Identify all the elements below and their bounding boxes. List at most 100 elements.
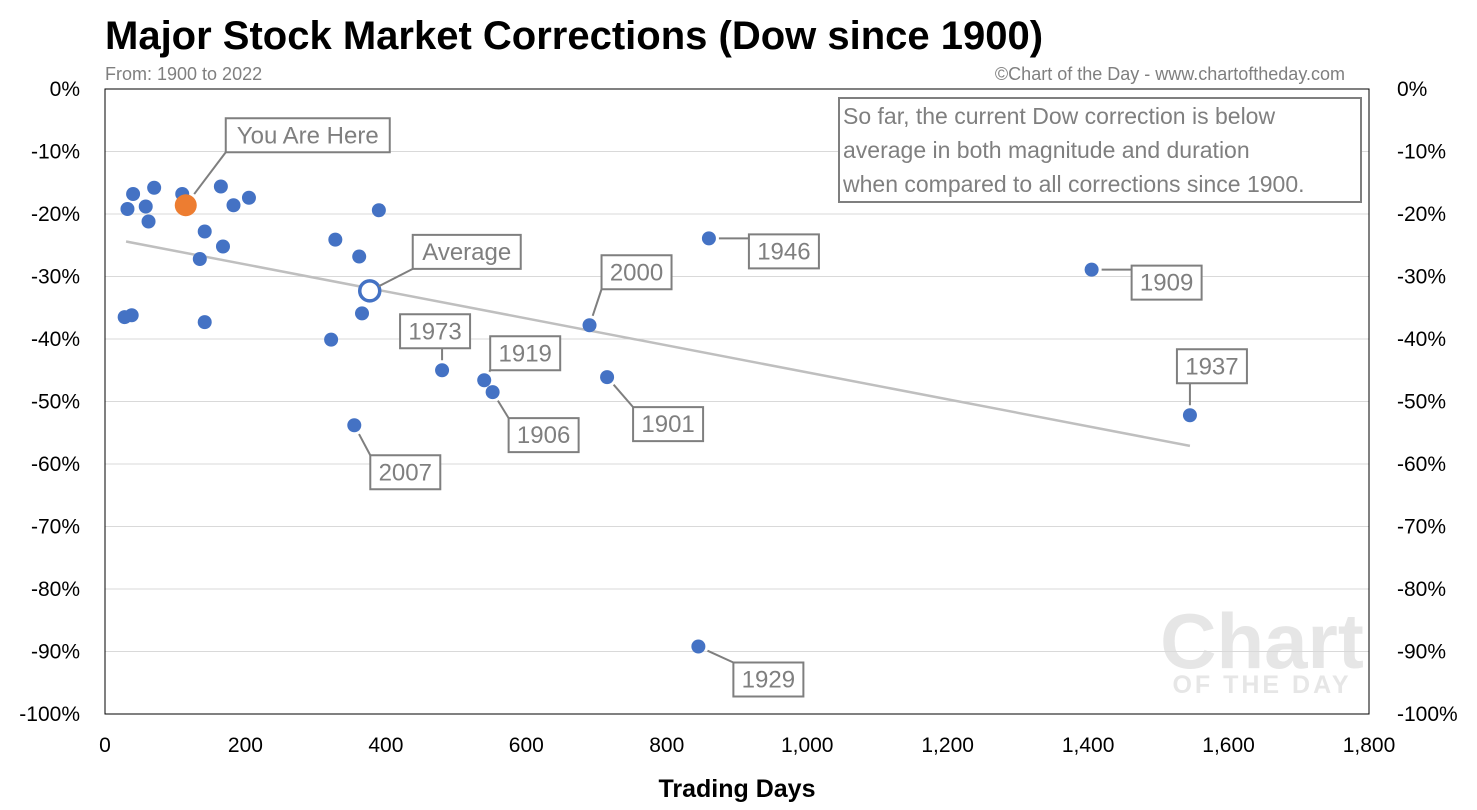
y-tick-label-left: -80%	[31, 578, 80, 601]
data-point	[328, 232, 343, 247]
data-point	[352, 249, 367, 264]
y-tick-label-left: -100%	[19, 703, 80, 726]
data-point	[124, 308, 139, 323]
callout-box	[732, 661, 805, 698]
chart-title: Major Stock Market Corrections (Dow sinc…	[105, 14, 1043, 58]
callout-box	[1175, 348, 1248, 385]
data-point	[197, 224, 212, 239]
callout-label: 2000	[610, 259, 663, 286]
x-tick-label: 1,000	[781, 734, 834, 757]
callout-box	[224, 117, 391, 154]
callout-box	[600, 254, 673, 291]
data-point	[120, 202, 135, 216]
callout-label: 1906	[517, 422, 570, 449]
callout-box	[489, 335, 562, 372]
callout-box	[411, 233, 522, 270]
callout-box	[399, 313, 472, 350]
x-tick-label: 600	[509, 734, 544, 757]
callout-box	[1130, 264, 1203, 301]
data-point	[347, 418, 362, 433]
callout-label: 1909	[1140, 270, 1193, 297]
y-tick-label-left: -30%	[31, 266, 80, 289]
data-point	[355, 306, 370, 321]
data-point	[1084, 262, 1099, 277]
x-axis-title: Trading Days	[659, 775, 816, 803]
x-tick-label: 1,800	[1343, 734, 1396, 757]
data-point	[691, 639, 706, 654]
x-tick-label: 800	[649, 734, 684, 757]
callout-label: Average	[422, 239, 511, 266]
callout-label: 1937	[1185, 353, 1238, 380]
callout-label: 1919	[499, 340, 552, 367]
trendline	[125, 240, 1191, 448]
average-marker	[357, 279, 382, 303]
annotation-box: So far, the current Dow correction is be…	[838, 97, 1362, 203]
callout-leader	[707, 649, 734, 664]
y-tick-label-left: -70%	[31, 516, 80, 539]
x-tick-label: 1,600	[1202, 734, 1255, 757]
callouts: 2007 1973 1919 1906 2000 1901 1929 1946 1909 1937…	[193, 117, 1248, 698]
x-tick-label: 400	[368, 734, 403, 757]
data-point	[701, 231, 716, 246]
y-tick-label-right: -60%	[1397, 453, 1446, 476]
data-point	[147, 180, 162, 195]
annotation-line-2: average in both magnitude and duration	[843, 137, 1250, 163]
x-tick-label: 1,200	[921, 734, 974, 757]
callout-leader	[193, 151, 227, 195]
callout-box	[632, 406, 705, 443]
y-tick-label-left: -60%	[31, 453, 80, 476]
watermark-line-2: OF THE DAY	[1172, 671, 1351, 699]
x-tick-label: 0	[99, 734, 111, 757]
y-tick-label-right: -10%	[1397, 141, 1446, 164]
y-tick-label-right: -90%	[1397, 641, 1446, 664]
y-axis-right: 0% -10% -20% -30% -40% -50% -60% -70% -80% -90% -1…	[1397, 78, 1458, 726]
callout-leader	[612, 384, 634, 408]
callout-leader	[358, 433, 372, 456]
data-point	[1182, 408, 1197, 423]
y-tick-label-right: -100%	[1397, 703, 1458, 726]
y-tick-label-left: -90%	[31, 641, 80, 664]
callout-leader	[497, 400, 510, 419]
data-point	[324, 332, 339, 347]
callout-label: 1973	[408, 318, 461, 345]
current-correction-marker	[174, 194, 197, 217]
data-points	[117, 179, 1197, 654]
y-tick-label-left: -20%	[31, 203, 80, 226]
callout-leader	[591, 288, 603, 317]
data-point	[600, 370, 615, 385]
callout-label: 1929	[742, 667, 795, 694]
data-point	[215, 239, 230, 254]
data-point	[371, 203, 386, 218]
y-axis-left: 0% -10% -20% -30% -40% -50% -60% -70% -80% -90% -1…	[19, 78, 80, 726]
data-point	[126, 187, 141, 201]
annotation-frame	[838, 97, 1362, 203]
y-tick-label-left: 0%	[50, 78, 80, 101]
callout-leader	[378, 267, 414, 288]
data-point	[226, 198, 241, 213]
y-tick-label-right: -80%	[1397, 578, 1446, 601]
x-tick-label: 1,400	[1062, 734, 1115, 757]
callout-label: 1901	[641, 411, 694, 438]
plot-area-border	[104, 88, 1370, 715]
data-point	[241, 190, 256, 205]
y-tick-label-right: -40%	[1397, 328, 1446, 351]
data-point	[192, 252, 207, 266]
x-tick-label: 200	[228, 734, 263, 757]
data-point	[477, 373, 492, 388]
data-point	[435, 363, 450, 378]
y-tick-label-right: 0%	[1397, 78, 1427, 101]
data-point	[197, 315, 212, 330]
data-point	[213, 179, 228, 194]
x-axis: 0 200 400 600 800 1,000 1,200 1,400 1,600 1,800	[99, 734, 1395, 757]
callout-box	[369, 454, 442, 491]
callout-label: 1946	[757, 238, 810, 265]
chart-subtitle: From: 1900 to 2022	[105, 64, 262, 84]
y-tick-label-right: -20%	[1397, 203, 1446, 226]
callout-label: 2007	[379, 459, 432, 486]
data-point	[485, 385, 500, 400]
y-tick-label-right: -70%	[1397, 516, 1446, 539]
watermark: Chart OF THE DAY	[1160, 597, 1364, 699]
callout-label: You Are Here	[237, 122, 379, 149]
annotation-line-1: So far, the current Dow correction is be…	[843, 103, 1275, 129]
